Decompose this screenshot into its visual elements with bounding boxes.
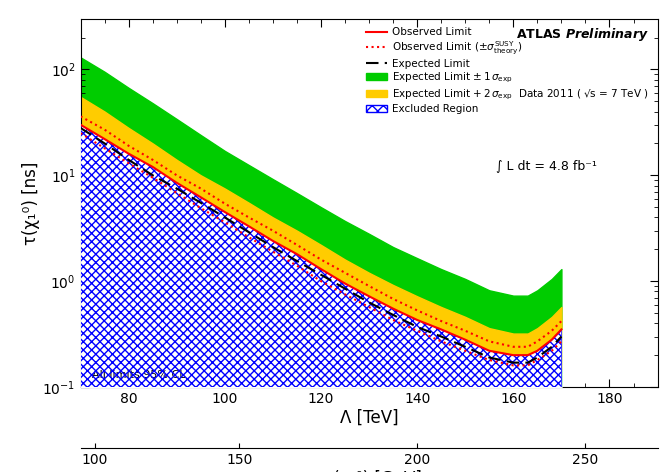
X-axis label: m(χ₁⁰) [GeV]: m(χ₁⁰) [GeV] — [317, 470, 421, 472]
Text: ∫ L dt = 4.8 fb⁻¹: ∫ L dt = 4.8 fb⁻¹ — [496, 159, 597, 172]
Y-axis label: τ(χ₁⁰) [ns]: τ(χ₁⁰) [ns] — [21, 161, 40, 244]
Text: All limits 95% CL: All limits 95% CL — [92, 370, 186, 379]
Text: $\mathbf{ATLAS}$ Preliminary: $\mathbf{ATLAS}$ Preliminary — [516, 26, 649, 43]
X-axis label: Λ [TeV]: Λ [TeV] — [340, 409, 399, 427]
Legend: Observed Limit, Observed Limit ($\pm\sigma^{\rm SUSY}_{\rm theory}$), Expected L: Observed Limit, Observed Limit ($\pm\sig… — [363, 24, 652, 117]
